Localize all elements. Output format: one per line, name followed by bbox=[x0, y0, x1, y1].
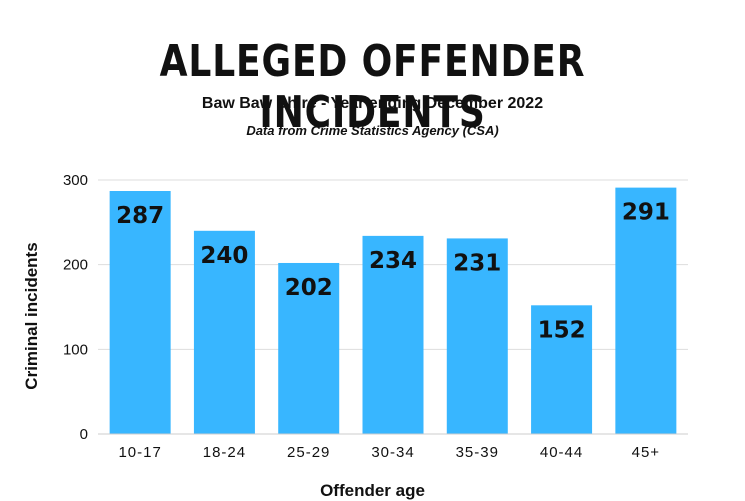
y-tick-label: 300 bbox=[63, 172, 88, 189]
bar bbox=[362, 235, 424, 434]
bar-value-label: 152 bbox=[538, 317, 586, 343]
x-tick-label: 45+ bbox=[632, 444, 660, 461]
x-axis-label: Offender age bbox=[320, 481, 425, 500]
bar-value-label: 291 bbox=[622, 200, 670, 226]
bar bbox=[109, 191, 171, 434]
bar bbox=[278, 262, 340, 434]
bar bbox=[193, 230, 255, 434]
chart-subtitle: Baw Baw Shire - Year ending December 202… bbox=[201, 95, 544, 112]
y-tick-label: 100 bbox=[63, 341, 88, 358]
x-tick-label: 25-29 bbox=[287, 444, 330, 461]
x-tick-label: 30-34 bbox=[371, 444, 414, 461]
bar-value-label: 231 bbox=[453, 250, 501, 276]
x-tick-label: 18-24 bbox=[203, 444, 246, 461]
bar-value-label: 287 bbox=[116, 203, 164, 229]
chart-title: ALLEGED OFFENDER INCIDENTS bbox=[159, 36, 586, 138]
y-tick-label: 200 bbox=[63, 257, 88, 274]
bar bbox=[615, 187, 677, 434]
bar bbox=[446, 238, 508, 434]
x-tick-label: 40-44 bbox=[540, 444, 583, 461]
x-tick-label: 35-39 bbox=[456, 444, 499, 461]
bar-value-label: 240 bbox=[200, 243, 248, 269]
bar-value-label: 202 bbox=[285, 275, 333, 301]
bar-value-label: 234 bbox=[369, 248, 417, 274]
chart-source: Data from Crime Statistics Agency (CSA) bbox=[246, 123, 499, 138]
x-tick-label: 10-17 bbox=[118, 444, 161, 461]
y-tick-label: 0 bbox=[80, 426, 88, 443]
bar bbox=[531, 305, 593, 434]
